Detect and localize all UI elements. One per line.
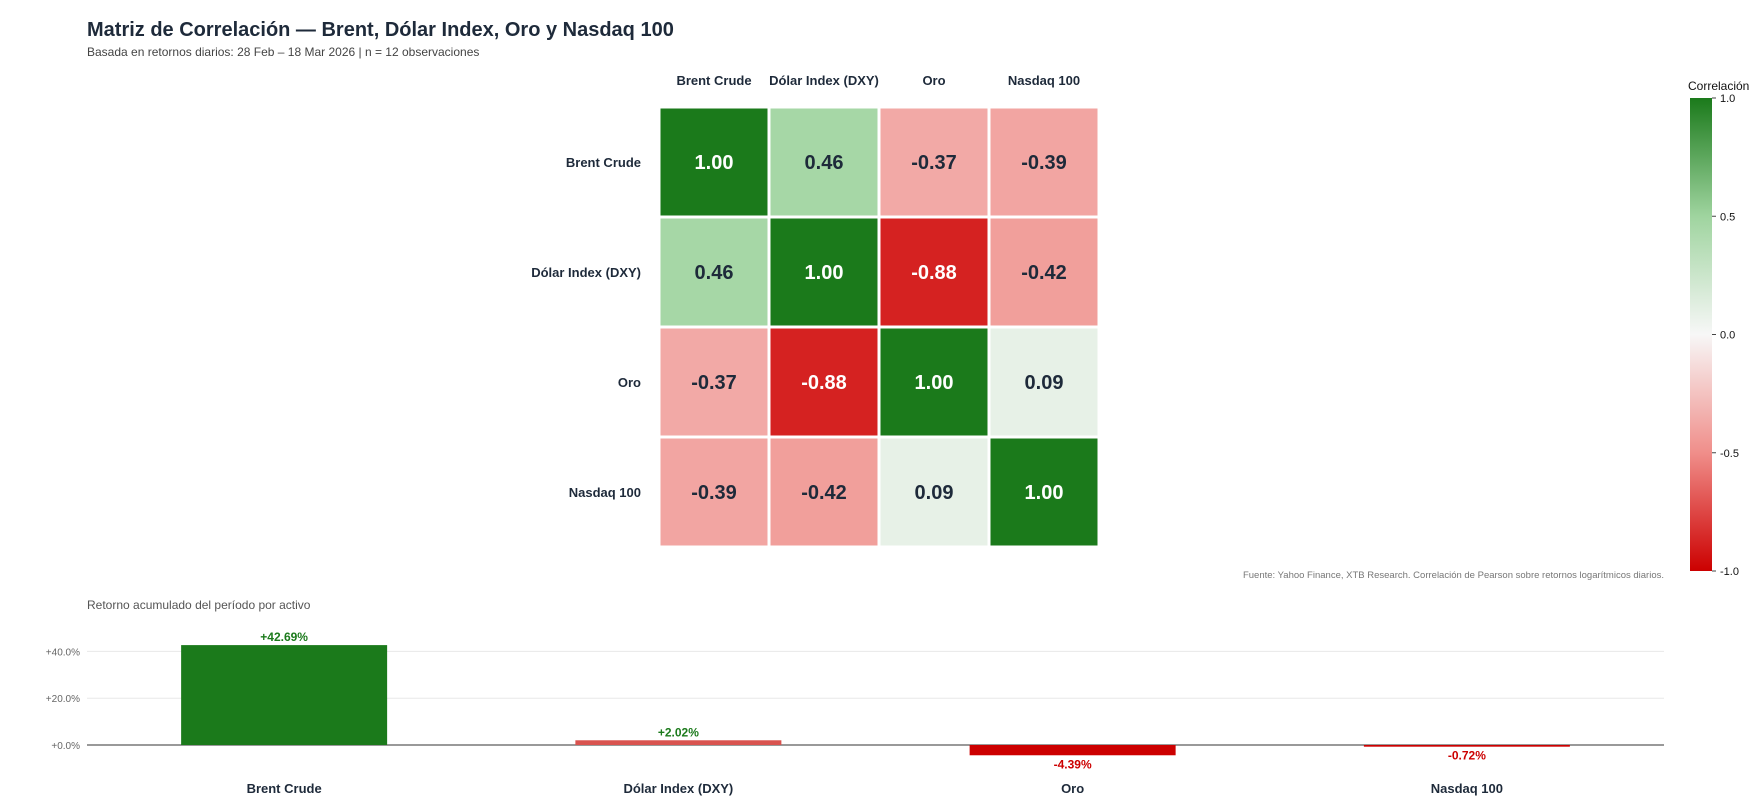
colorbar-legend: Correlación 1.0 0.5 0.0 -0.5 -1.0 [1688,79,1749,578]
y-tick-label: +20.0% [46,694,80,705]
correlation-heatmap: Brent Crude Dólar Index (DXY) Oro Nasdaq 10… [531,73,1101,549]
row-label: Nasdaq 100 [569,485,641,500]
category-label: Nasdaq 100 [1431,781,1503,796]
column-label: Dólar Index (DXY) [769,73,879,88]
legend-colorbar [1690,98,1712,571]
legend-tick-label: 0.0 [1720,330,1735,342]
cell-value-label: -0.88 [801,372,847,394]
row-label: Dólar Index (DXY) [531,265,641,280]
category-label: Oro [1061,781,1084,796]
cell-value-label: 0.46 [805,152,844,174]
returns-bar-chart: +0.0% +20.0% +40.0% +42.69% Brent Crude +2.02… [46,630,1664,796]
heatmap-cell [657,105,771,219]
row-label: Oro [618,375,641,390]
cell-value-label: 0.09 [1025,372,1064,394]
bar-value-label: +42.69% [260,630,308,644]
cell-value-label: -0.42 [801,482,847,504]
bar [181,645,388,745]
cell-value-label: -0.88 [911,262,957,284]
legend-title: Correlación [1688,79,1749,93]
column-label: Oro [922,73,945,88]
y-tick-label: +40.0% [46,647,80,658]
bar-value-label: -0.72% [1448,749,1486,763]
heatmap-cell [767,105,881,219]
cell-value-label: -0.42 [1021,262,1067,284]
bar-value-label: -4.39% [1054,757,1092,771]
cell-value-label: -0.39 [1021,152,1067,174]
heatmap-cell [987,325,1101,439]
bar [575,740,782,745]
chart-subtitle: Basada en retornos diarios: 28 Feb – 18 … [87,45,479,59]
source-note: Fuente: Yahoo Finance, XTB Research. Cor… [1243,570,1664,581]
column-label: Brent Crude [676,73,751,88]
cell-value-label: 0.09 [915,482,954,504]
cell-value-label: 1.00 [915,372,954,394]
category-label: Dólar Index (DXY) [623,781,733,796]
row-label: Brent Crude [566,155,641,170]
legend-tick-label: 0.5 [1720,211,1735,223]
cell-value-label: 1.00 [695,152,734,174]
category-label: Brent Crude [247,781,322,796]
heatmap-cell [767,325,881,439]
bar [969,745,1176,756]
cell-value-label: -0.39 [691,482,737,504]
column-label: Nasdaq 100 [1008,73,1080,88]
cell-value-label: 1.00 [1025,482,1064,504]
legend-tick-label: -1.0 [1720,566,1739,578]
y-tick-label: +0.0% [51,741,80,752]
heatmap-cell [987,215,1101,329]
legend-tick-label: -0.5 [1720,448,1739,460]
legend-tick-label: 1.0 [1720,93,1735,105]
heatmap-cell [987,435,1101,549]
bar-chart-title: Retorno acumulado del período por activo [87,598,311,612]
heatmap-cell [657,435,771,549]
heatmap-cell [767,215,881,329]
heatmap-cell [987,105,1101,219]
bar [1363,745,1570,747]
cell-value-label: -0.37 [691,372,737,394]
cell-value-label: 1.00 [805,262,844,284]
bar-value-label: +2.02% [658,725,699,739]
cell-value-label: -0.37 [911,152,957,174]
chart-title: Matriz de Correlación — Brent, Dólar Ind… [87,19,674,41]
heatmap-cell [767,435,881,549]
cell-value-label: 0.46 [695,262,734,284]
